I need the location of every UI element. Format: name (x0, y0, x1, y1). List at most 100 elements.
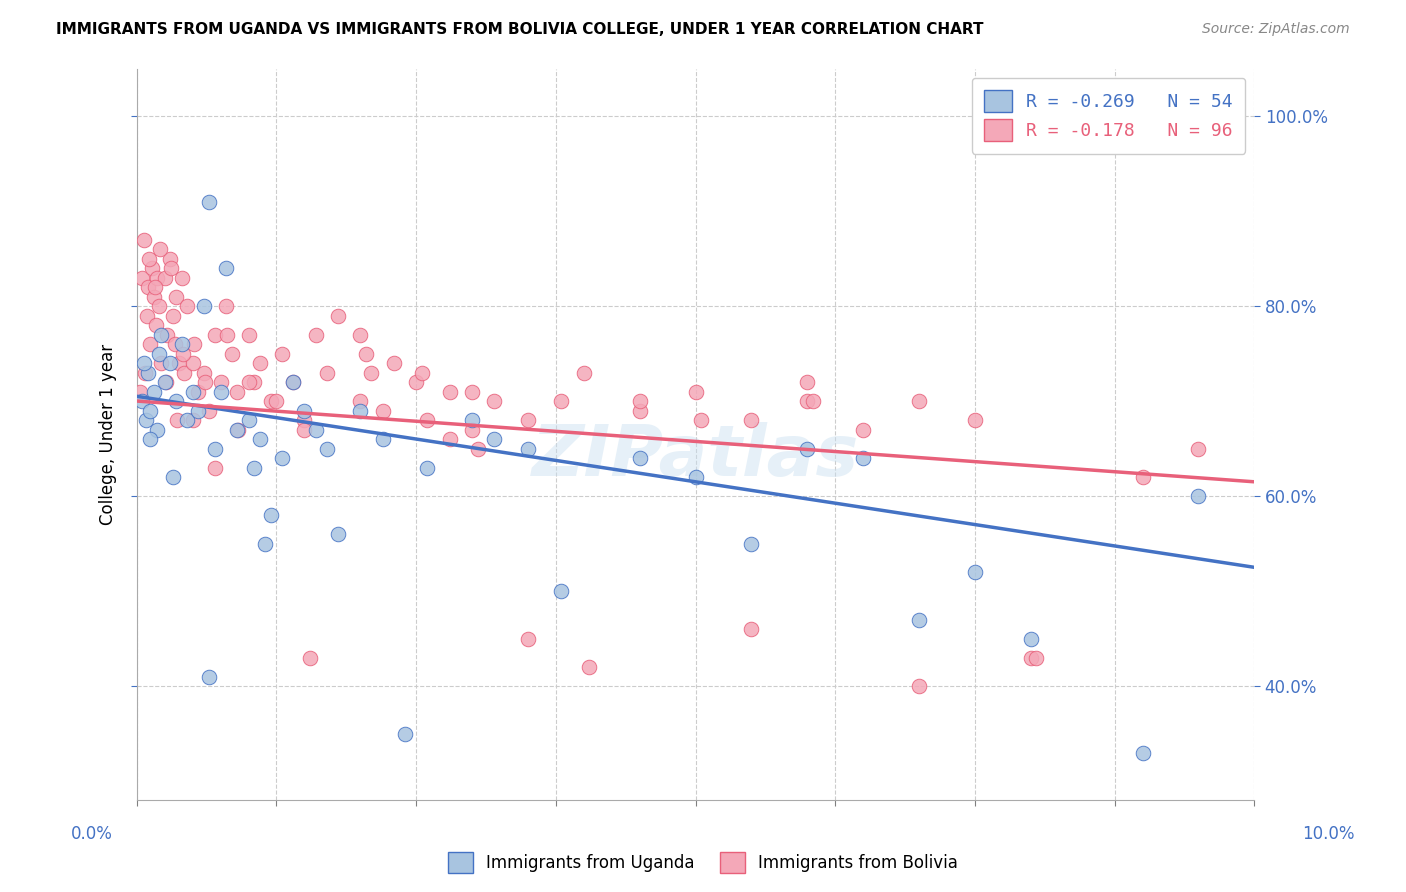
Point (194, 375, 217, 389)
Point (146, 423, 169, 437)
Point (198, 669, 221, 683)
Point (283, 375, 305, 389)
Point (690, 413, 713, 427)
Point (550, 584, 572, 599)
Point (249, 356, 271, 370)
Point (796, 442, 818, 456)
Point (908, 394, 931, 409)
Point (411, 366, 433, 380)
Point (315, 366, 337, 380)
Point (628, 451, 651, 466)
Point (360, 366, 382, 380)
Point (740, 622, 762, 636)
Point (740, 413, 762, 427)
Point (181, 384, 204, 399)
Point (170, 337, 193, 351)
Point (132, 356, 155, 370)
Point (349, 403, 371, 417)
Point (371, 403, 394, 417)
Point (271, 451, 294, 466)
Point (215, 299, 238, 313)
Point (142, 289, 165, 303)
Point (266, 394, 288, 409)
Point (685, 384, 707, 399)
Point (172, 346, 194, 360)
Point (1019, 632, 1042, 646)
Point (1132, 470, 1154, 484)
Point (136, 280, 159, 294)
Point (304, 423, 326, 437)
Point (796, 394, 818, 409)
Point (740, 536, 762, 550)
Point (139, 432, 162, 446)
Point (304, 327, 326, 342)
Point (550, 394, 572, 409)
Point (170, 270, 193, 285)
Point (461, 384, 484, 399)
Point (249, 432, 271, 446)
Point (204, 460, 226, 475)
Point (572, 366, 595, 380)
Point (852, 423, 875, 437)
Point (963, 565, 986, 579)
Point (461, 413, 484, 427)
Point (221, 346, 243, 360)
Point (136, 366, 159, 380)
Point (271, 346, 294, 360)
Point (294, 423, 316, 437)
Point (159, 356, 181, 370)
Point (298, 650, 321, 665)
Point (156, 327, 179, 342)
Point (141, 260, 163, 275)
Point (173, 366, 195, 380)
Point (628, 403, 651, 417)
Point (150, 327, 173, 342)
Point (143, 280, 166, 294)
Point (155, 375, 177, 389)
Point (908, 613, 931, 627)
Point (260, 508, 283, 522)
Point (238, 375, 260, 389)
Point (181, 413, 204, 427)
Point (162, 470, 184, 484)
Point (148, 346, 170, 360)
Point (209, 375, 232, 389)
Point (166, 413, 188, 427)
Point (294, 413, 316, 427)
Point (852, 451, 875, 466)
Point (198, 194, 221, 209)
Point (283, 375, 305, 389)
Point (145, 318, 167, 332)
Point (162, 309, 184, 323)
Point (198, 403, 221, 417)
Point (217, 327, 239, 342)
Text: 10.0%: 10.0% (1302, 825, 1355, 843)
Point (215, 260, 238, 275)
Point (243, 375, 266, 389)
Point (163, 337, 186, 351)
Point (134, 366, 156, 380)
Point (416, 460, 439, 475)
Point (484, 432, 506, 446)
Point (226, 384, 249, 399)
Point (169, 356, 191, 370)
Point (131, 394, 153, 409)
Point (165, 289, 187, 303)
Point (238, 413, 260, 427)
Point (181, 356, 204, 370)
Point (326, 527, 349, 541)
Point (135, 309, 157, 323)
Text: Source: ZipAtlas.com: Source: ZipAtlas.com (1202, 22, 1350, 37)
Point (146, 270, 169, 285)
Point (176, 413, 198, 427)
Point (908, 679, 931, 693)
Point (139, 403, 162, 417)
Point (153, 270, 176, 285)
Text: 0.0%: 0.0% (70, 825, 112, 843)
Point (1187, 489, 1209, 503)
Point (439, 384, 461, 399)
Point (405, 375, 427, 389)
Point (148, 299, 170, 313)
Point (209, 384, 232, 399)
Point (193, 299, 215, 313)
